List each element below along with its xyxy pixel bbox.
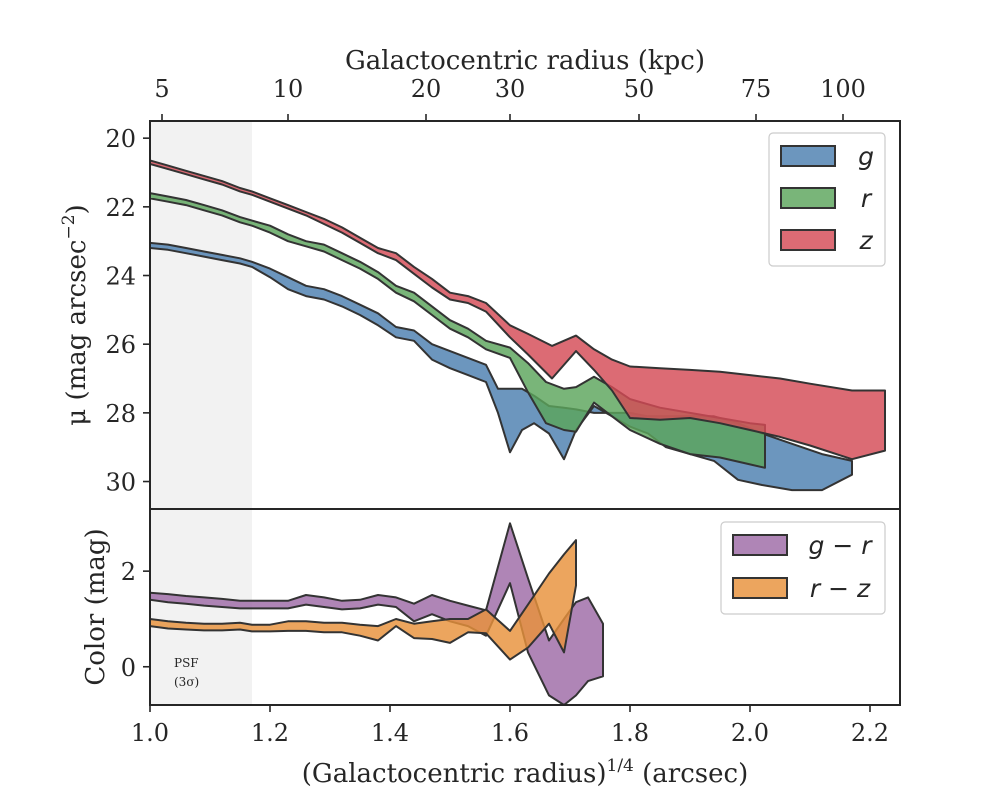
legend-swatch-r (780, 187, 836, 209)
x-tick-label-1.8: 1.8 (611, 719, 649, 747)
legend-swatch-g (780, 145, 836, 167)
legend-swatch-z (780, 229, 836, 251)
bottom-y-axis-title: Color (mag) (81, 528, 111, 685)
legend-swatch-g-r (732, 534, 788, 556)
bottom-panel-frame (149, 508, 901, 706)
y-tick-label-24: 24 (105, 263, 136, 291)
y-tick-label-20: 20 (105, 125, 136, 153)
band-legend: grz (768, 132, 886, 267)
legend-label-r-z: r − z (810, 574, 871, 603)
band-r (150, 192, 766, 469)
band-z (150, 159, 886, 461)
x-tick-label-1.2: 1.2 (251, 719, 289, 747)
psf-annotation-sigma: (3σ) (174, 675, 199, 689)
kpc-tick-label-100: 100 (820, 75, 866, 103)
kpc-tick-label-30: 30 (495, 75, 526, 103)
color-panel: 02 1.0 1.2 1.4 1.6 1.8 2.0 2.2 PSF (3σ) (121, 508, 901, 747)
psf-annotation-label: PSF (174, 656, 199, 670)
legend-label-g-r: g − r (809, 531, 874, 560)
y-tick-label-26: 26 (105, 331, 136, 359)
y-axis-title-exponent: −2 (59, 214, 79, 239)
band-r-z (150, 539, 577, 661)
kpc-tick-label-5: 5 (154, 75, 169, 103)
x-axis-title-spacer (634, 759, 642, 789)
top-kpc-ticks: 5 10 20 30 50 75 100 (154, 75, 866, 121)
y-axis-title-close: ) (62, 204, 92, 214)
x-tick-label-1.6: 1.6 (491, 719, 529, 747)
y-tick-label-28: 28 (105, 400, 136, 428)
y-tick-label-30: 30 (105, 469, 136, 497)
x-axis-title-main: (Galactocentric radius) (302, 759, 607, 789)
x-axis-title-unit: (arcsec) (642, 759, 748, 789)
legend-label-z: z (858, 226, 873, 255)
kpc-tick-label-50: 50 (624, 75, 655, 103)
bottom-y-ticks: 02 (121, 558, 150, 682)
color-y-tick-label-2: 2 (121, 558, 136, 586)
color-y-tick-label-0: 0 (121, 654, 136, 682)
x-tick-label-1.4: 1.4 (371, 719, 409, 747)
legend-label-r: r (861, 184, 873, 213)
x-tick-label-2.2: 2.2 (851, 719, 889, 747)
legend-label-g: g (858, 142, 874, 171)
top-axis-title: Galactocentric radius (kpc) (345, 46, 705, 76)
y-tick-label-22: 22 (105, 194, 136, 222)
kpc-tick-label-75: 75 (741, 75, 772, 103)
x-axis-title: (Galactocentric radius)1/4 (arcsec) (302, 756, 748, 789)
top-y-axis-title: μ (mag arcsec−2) (59, 204, 92, 425)
y-axis-title-main: μ (mag arcsec (62, 240, 92, 426)
color-bands (150, 522, 604, 705)
surface-brightness-panel: 20 22 24 26 28 30 5 10 20 30 50 75 100 (105, 75, 901, 510)
x-tick-label-1.0: 1.0 (131, 719, 169, 747)
band-g-r (150, 522, 604, 705)
profile-bands (150, 159, 886, 492)
kpc-tick-label-20: 20 (411, 75, 442, 103)
legend-swatch-r-z (732, 577, 788, 599)
x-axis-title-exponent: 1/4 (607, 756, 634, 776)
top-y-ticks: 20 22 24 26 28 30 (105, 125, 150, 497)
bottom-x-ticks: 1.0 1.2 1.4 1.6 1.8 2.0 2.2 (131, 705, 889, 747)
x-tick-label-2.0: 2.0 (731, 719, 769, 747)
kpc-tick-label-10: 10 (273, 75, 304, 103)
color-legend: g − r r − z (720, 521, 886, 615)
